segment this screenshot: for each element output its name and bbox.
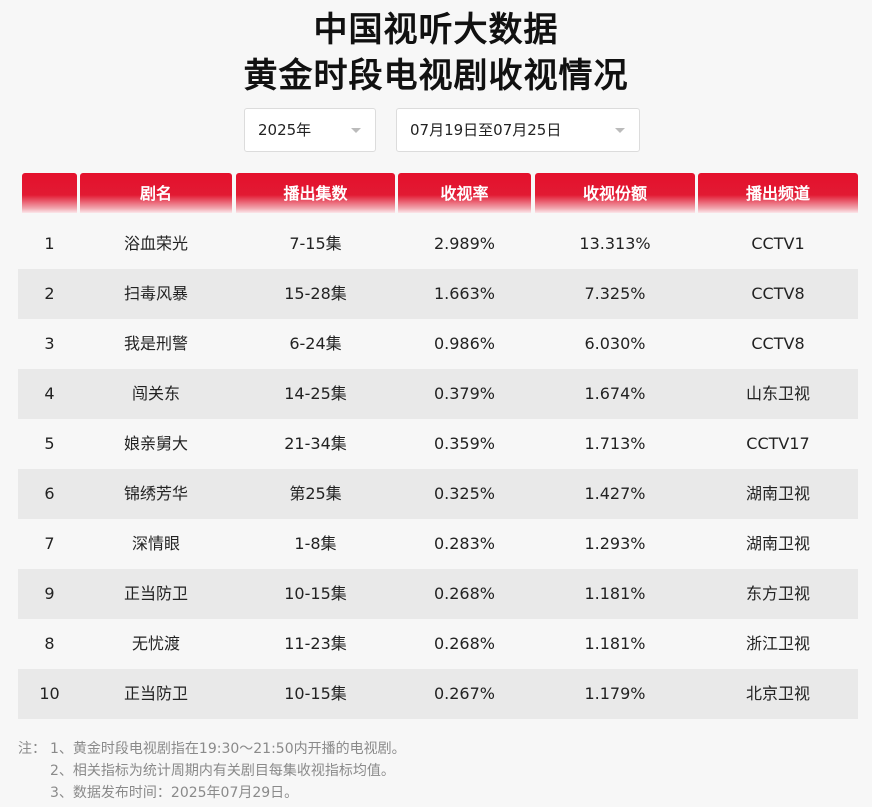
channel-cell: CCTV17	[746, 434, 810, 453]
table-row: 1 浴血荣光 7-15集 2.989% 13.313% CCTV1	[18, 219, 858, 269]
table-row: 9 正当防卫 10-15集 0.268% 1.181% 东方卫视	[18, 569, 858, 619]
rating-cell: 0.268%	[433, 634, 495, 653]
rating-cell: 0.379%	[433, 384, 495, 403]
episodes-cell: 10-15集	[284, 684, 347, 703]
header-rating: 收视率	[398, 173, 531, 213]
table-row: 8 无忧渡 11-23集 0.268% 1.181% 浙江卫视	[18, 619, 858, 669]
table-row: 7 深情眼 1-8集 0.283% 1.293% 湖南卫视	[18, 519, 858, 569]
rank-cell: 6	[44, 484, 55, 503]
share-cell: 1.713%	[584, 434, 646, 453]
rank-cell: 2	[44, 284, 55, 303]
footnote-2: 2、相关指标为统计周期内有关剧目每集收视指标均值。	[50, 763, 395, 779]
date-range-select-value: 07月19日至07月25日	[410, 121, 562, 139]
channel-cell: 浙江卫视	[745, 634, 810, 653]
channel-cell: CCTV8	[751, 284, 805, 303]
rank-cell: 3	[44, 334, 55, 353]
table-row: 2 扫毒风暴 15-28集 1.663% 7.325% CCTV8	[18, 269, 858, 319]
page-subtitle: 黄金时段电视剧收视情况	[243, 56, 629, 96]
rating-cell: 2.989%	[433, 234, 495, 253]
rating-cell: 1.663%	[433, 284, 495, 303]
episodes-cell: 10-15集	[284, 584, 347, 603]
channel-cell: 山东卫视	[745, 384, 810, 403]
name-cell: 正当防卫	[123, 684, 188, 703]
table-row: 10 正当防卫 10-15集 0.267% 1.179% 北京卫视	[18, 669, 858, 719]
page-title: 中国视听大数据	[313, 10, 559, 50]
episodes-cell: 6-24集	[289, 334, 342, 353]
header-channel: 播出频道	[698, 173, 858, 213]
rank-cell: 8	[44, 634, 55, 653]
name-cell: 无忧渡	[131, 634, 180, 653]
rating-cell: 0.268%	[433, 584, 495, 603]
table-row: 3 我是刑警 6-24集 0.986% 6.030% CCTV8	[18, 319, 858, 369]
rating-cell: 0.283%	[433, 534, 495, 553]
footnote-1: 1、黄金时段电视剧指在19:30～21:50内开播的电视剧。	[50, 741, 406, 757]
header-share: 收视份额	[535, 173, 695, 213]
date-range-select[interactable]: 07月19日至07月25日	[396, 108, 640, 152]
name-cell: 锦绣芳华	[123, 484, 188, 503]
share-cell: 1.427%	[584, 484, 646, 503]
year-select-value: 2025年	[258, 121, 312, 139]
name-cell: 正当防卫	[123, 584, 188, 603]
table-row: 6 锦绣芳华 第25集 0.325% 1.427% 湖南卫视	[18, 469, 858, 519]
rating-cell: 0.359%	[433, 434, 495, 453]
name-cell: 浴血荣光	[123, 234, 188, 253]
channel-cell: 东方卫视	[745, 584, 810, 603]
rank-cell: 1	[44, 234, 55, 253]
share-cell: 1.179%	[584, 684, 646, 703]
share-cell: 7.325%	[584, 284, 646, 303]
channel-cell: CCTV8	[751, 334, 805, 353]
header-episodes: 播出集数	[236, 173, 395, 213]
rank-cell: 7	[44, 534, 55, 553]
channel-cell: 湖南卫视	[745, 534, 810, 553]
episodes-cell: 21-34集	[284, 434, 347, 453]
rating-cell: 0.986%	[433, 334, 495, 353]
share-cell: 1.674%	[584, 384, 646, 403]
share-cell: 1.181%	[584, 584, 646, 603]
rank-cell: 5	[44, 434, 55, 453]
episodes-cell: 1-8集	[294, 534, 337, 553]
channel-cell: CCTV1	[751, 234, 805, 253]
share-cell: 6.030%	[584, 334, 646, 353]
episodes-cell: 第25集	[289, 484, 342, 503]
chevron-down-icon	[351, 128, 361, 133]
footnote-3: 3、数据发布时间：2025年07月29日。	[50, 785, 299, 801]
chevron-down-icon	[615, 128, 625, 133]
rating-cell: 0.325%	[433, 484, 495, 503]
share-cell: 1.293%	[584, 534, 646, 553]
episodes-cell: 14-25集	[284, 384, 347, 403]
year-select[interactable]: 2025年	[244, 108, 376, 152]
share-cell: 1.181%	[584, 634, 646, 653]
name-cell: 我是刑警	[123, 334, 188, 353]
share-cell: 13.313%	[579, 234, 651, 253]
episodes-cell: 15-28集	[284, 284, 347, 303]
name-cell: 闯关东	[131, 384, 180, 403]
header-name: 剧名	[80, 173, 232, 213]
name-cell: 扫毒风暴	[123, 284, 188, 303]
rank-cell: 10	[39, 684, 60, 703]
header-rank	[22, 173, 77, 213]
name-cell: 娘亲舅大	[123, 434, 188, 453]
rank-cell: 9	[44, 584, 55, 603]
footnote-prefix: 注：	[18, 741, 46, 757]
episodes-cell: 11-23集	[284, 634, 347, 653]
episodes-cell: 7-15集	[289, 234, 342, 253]
rating-cell: 0.267%	[433, 684, 495, 703]
table-row: 5 娘亲舅大 21-34集 0.359% 1.713% CCTV17	[18, 419, 858, 469]
rank-cell: 4	[44, 384, 55, 403]
channel-cell: 湖南卫视	[745, 484, 810, 503]
channel-cell: 北京卫视	[745, 684, 810, 703]
table-row: 4 闯关东 14-25集 0.379% 1.674% 山东卫视	[18, 369, 858, 419]
name-cell: 深情眼	[131, 534, 180, 553]
